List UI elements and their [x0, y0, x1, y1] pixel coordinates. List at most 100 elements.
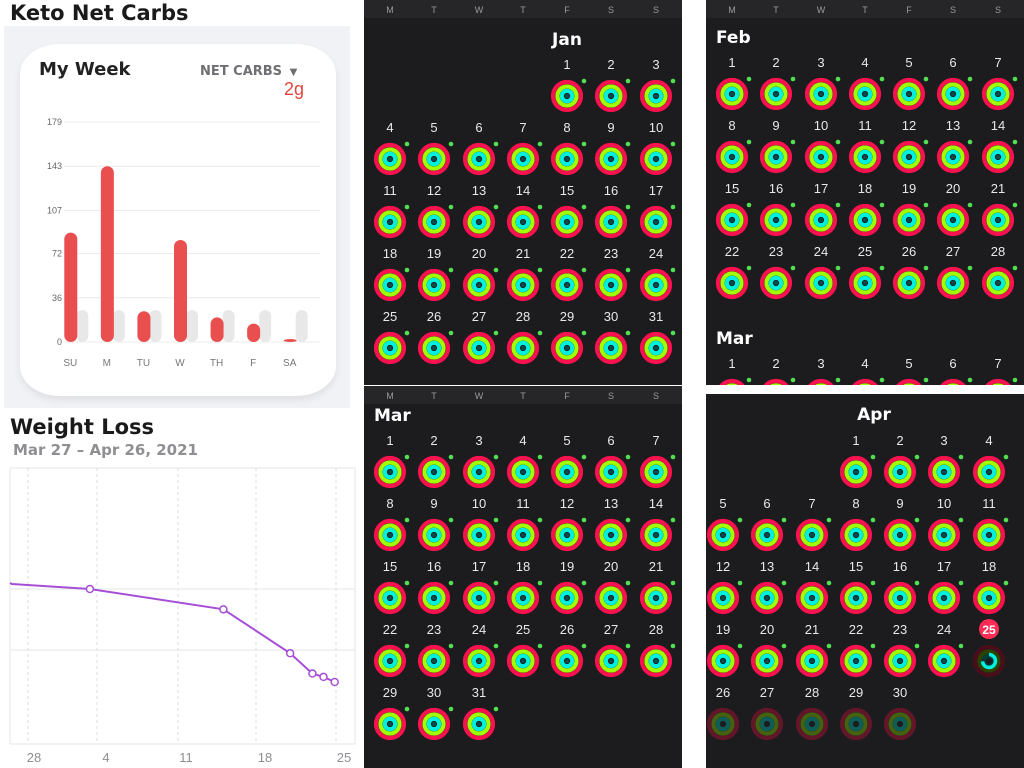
- activity-rings[interactable]: [462, 706, 499, 741]
- activity-rings[interactable]: [594, 141, 631, 176]
- activity-rings[interactable]: [981, 265, 1018, 300]
- activity-rings[interactable]: [417, 204, 454, 239]
- activity-rings[interactable]: [506, 454, 543, 489]
- activity-rings[interactable]: [981, 139, 1018, 174]
- activity-rings[interactable]: [639, 141, 676, 176]
- activity-rings[interactable]: [417, 454, 454, 489]
- activity-rings[interactable]: [594, 643, 631, 678]
- activity-rings[interactable]: [462, 643, 499, 678]
- activity-rings[interactable]: [972, 644, 1006, 678]
- activity-rings[interactable]: [759, 202, 796, 237]
- activity-rings[interactable]: [715, 139, 752, 174]
- calendar-panel-feb[interactable]: M T W T F S S Feb 1 2 3 4 5 6 7 8 9 10 11 12 13 14 15 16 17 18 19 2…: [706, 0, 1024, 385]
- activity-rings[interactable]: [462, 267, 499, 302]
- activity-rings[interactable]: [594, 517, 631, 552]
- activity-rings[interactable]: [892, 265, 929, 300]
- activity-rings[interactable]: [936, 139, 973, 174]
- activity-rings[interactable]: [506, 517, 543, 552]
- activity-rings[interactable]: [550, 580, 587, 615]
- activity-rings[interactable]: [417, 706, 454, 741]
- activity-rings[interactable]: [804, 202, 841, 237]
- activity-rings[interactable]: [417, 330, 454, 365]
- activity-rings[interactable]: [639, 643, 676, 678]
- calendar-panel-apr[interactable]: Apr 1 2 3 4 5 6 7 8 9 10 11 12 13 14 15 16 17 18 19 20 21 22 23…: [706, 394, 1024, 768]
- activity-rings[interactable]: [750, 643, 787, 678]
- activity-rings[interactable]: [715, 202, 752, 237]
- activity-rings[interactable]: [804, 265, 841, 300]
- activity-rings[interactable]: [883, 454, 920, 489]
- activity-rings[interactable]: [373, 706, 410, 741]
- activity-rings[interactable]: [715, 265, 752, 300]
- activity-rings[interactable]: [848, 139, 885, 174]
- activity-rings[interactable]: [594, 454, 631, 489]
- activity-rings[interactable]: [373, 204, 410, 239]
- activity-rings[interactable]: [550, 267, 587, 302]
- activity-rings[interactable]: [936, 202, 973, 237]
- activity-rings[interactable]: [848, 76, 885, 111]
- activity-rings[interactable]: [639, 454, 676, 489]
- activity-rings[interactable]: [795, 707, 829, 741]
- activity-rings[interactable]: [462, 580, 499, 615]
- activity-rings[interactable]: [848, 202, 885, 237]
- activity-rings[interactable]: [373, 454, 410, 489]
- activity-rings[interactable]: [639, 267, 676, 302]
- activity-rings[interactable]: [750, 707, 784, 741]
- activity-rings[interactable]: [715, 76, 752, 111]
- activity-rings[interactable]: [839, 707, 873, 741]
- activity-rings[interactable]: [972, 454, 1009, 489]
- activity-rings[interactable]: [417, 643, 454, 678]
- activity-rings[interactable]: [506, 141, 543, 176]
- activity-rings[interactable]: [594, 330, 631, 365]
- activity-rings[interactable]: [373, 267, 410, 302]
- activity-rings[interactable]: [804, 139, 841, 174]
- activity-rings[interactable]: [883, 517, 920, 552]
- activity-rings[interactable]: [839, 454, 876, 489]
- activity-rings[interactable]: [506, 204, 543, 239]
- activity-rings[interactable]: [550, 141, 587, 176]
- activity-rings[interactable]: [417, 267, 454, 302]
- activity-rings[interactable]: [462, 141, 499, 176]
- activity-rings[interactable]: [927, 517, 964, 552]
- activity-rings[interactable]: [639, 204, 676, 239]
- activity-rings[interactable]: [417, 580, 454, 615]
- activity-rings[interactable]: [972, 580, 1009, 615]
- activity-rings[interactable]: [927, 643, 964, 678]
- activity-rings[interactable]: [550, 643, 587, 678]
- activity-rings[interactable]: [883, 580, 920, 615]
- activity-rings[interactable]: [972, 517, 1009, 552]
- activity-rings[interactable]: [373, 517, 410, 552]
- activity-rings[interactable]: [848, 265, 885, 300]
- activity-rings[interactable]: [639, 580, 676, 615]
- activity-rings[interactable]: [462, 517, 499, 552]
- activity-rings[interactable]: [839, 643, 876, 678]
- activity-rings[interactable]: [417, 517, 454, 552]
- activity-rings[interactable]: [750, 580, 787, 615]
- activity-rings[interactable]: [706, 580, 743, 615]
- activity-rings[interactable]: [927, 454, 964, 489]
- activity-rings[interactable]: [981, 202, 1018, 237]
- activity-rings[interactable]: [594, 580, 631, 615]
- activity-rings[interactable]: [759, 139, 796, 174]
- activity-rings[interactable]: [417, 141, 454, 176]
- activity-rings[interactable]: [883, 643, 920, 678]
- activity-rings[interactable]: [892, 76, 929, 111]
- activity-rings[interactable]: [506, 267, 543, 302]
- activity-rings[interactable]: [706, 707, 740, 741]
- activity-rings[interactable]: [936, 76, 973, 111]
- activity-rings[interactable]: [927, 580, 964, 615]
- activity-rings[interactable]: [706, 643, 743, 678]
- activity-rings[interactable]: [984, 377, 1018, 385]
- activity-rings[interactable]: [718, 377, 752, 385]
- activity-rings[interactable]: [895, 377, 929, 385]
- activity-rings[interactable]: [373, 643, 410, 678]
- metric-dropdown[interactable]: NET CARBS ▼: [200, 64, 297, 79]
- activity-rings[interactable]: [594, 204, 631, 239]
- activity-rings[interactable]: [762, 377, 796, 385]
- activity-rings[interactable]: [851, 377, 885, 385]
- activity-rings[interactable]: [981, 76, 1018, 111]
- activity-rings[interactable]: [892, 139, 929, 174]
- activity-rings[interactable]: [795, 643, 832, 678]
- calendar-panel-jan[interactable]: M T W T F S S Jan 1 2 3 4 5 6 7 8 9 10 11 12 13 14 15 16 17 18 19 2…: [364, 0, 682, 385]
- activity-rings[interactable]: [550, 454, 587, 489]
- activity-rings[interactable]: [839, 517, 876, 552]
